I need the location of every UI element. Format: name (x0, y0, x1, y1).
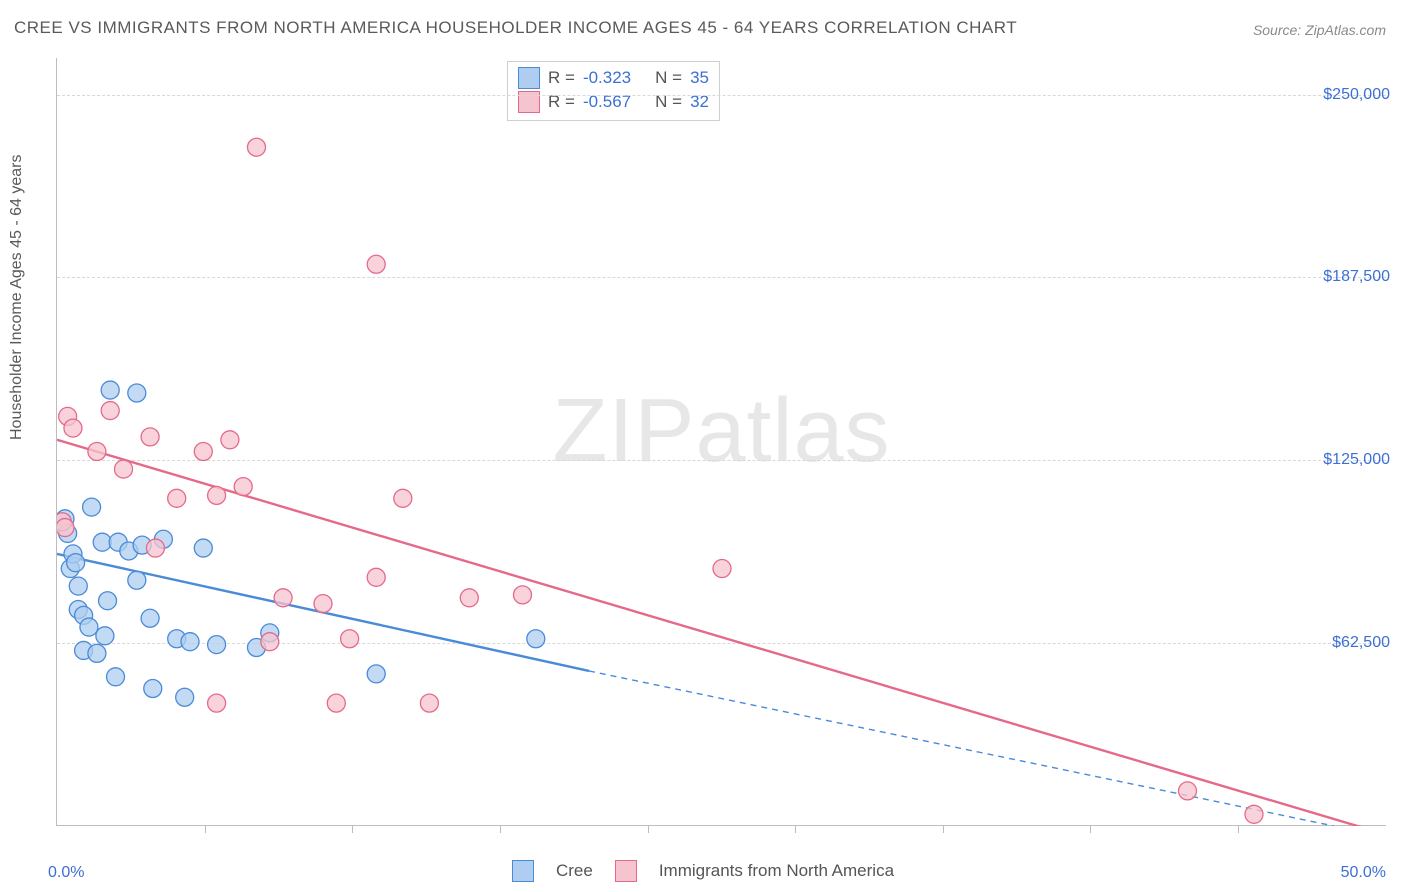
data-point (128, 384, 146, 402)
data-point (261, 633, 279, 651)
data-point (367, 255, 385, 273)
legend-label: Immigrants from North America (659, 861, 894, 881)
data-point (208, 694, 226, 712)
data-point (181, 633, 199, 651)
y-tick-label: $250,000 (1323, 86, 1390, 104)
data-point (248, 138, 266, 156)
x-tick (943, 825, 944, 833)
data-point (88, 443, 106, 461)
plot-svg (57, 58, 1387, 826)
data-point (99, 592, 117, 610)
data-point (194, 539, 212, 557)
regression-line (57, 440, 1387, 826)
x-tick (1090, 825, 1091, 833)
data-point (101, 381, 119, 399)
data-point (146, 539, 164, 557)
x-tick (648, 825, 649, 833)
regression-line-dashed (589, 671, 1334, 826)
x-tick (795, 825, 796, 833)
x-tick (1238, 825, 1239, 833)
data-point (460, 589, 478, 607)
data-point (80, 618, 98, 636)
y-tick-label: $187,500 (1323, 268, 1390, 286)
legend-swatch (615, 860, 637, 882)
data-point (527, 630, 545, 648)
x-tick (205, 825, 206, 833)
chart-title: CREE VS IMMIGRANTS FROM NORTH AMERICA HO… (14, 18, 1017, 38)
data-point (234, 478, 252, 496)
data-point (83, 498, 101, 516)
data-point (176, 688, 194, 706)
data-point (420, 694, 438, 712)
data-point (208, 636, 226, 654)
series-legend: Cree Immigrants from North America (0, 860, 1406, 882)
data-point (514, 586, 532, 604)
data-point (96, 627, 114, 645)
source-label: Source: ZipAtlas.com (1253, 22, 1386, 38)
data-point (1179, 782, 1197, 800)
data-point (144, 679, 162, 697)
data-point (69, 577, 87, 595)
data-point (713, 560, 731, 578)
x-tick (352, 825, 353, 833)
legend-swatch (512, 860, 534, 882)
y-axis-label: Householder Income Ages 45 - 64 years (8, 155, 26, 441)
data-point (194, 443, 212, 461)
x-tick (500, 825, 501, 833)
legend-label: Cree (556, 861, 593, 881)
data-point (57, 519, 74, 537)
data-point (88, 644, 106, 662)
data-point (101, 402, 119, 420)
data-point (274, 589, 292, 607)
data-point (367, 568, 385, 586)
data-point (115, 460, 133, 478)
data-point (64, 419, 82, 437)
data-point (208, 486, 226, 504)
data-point (107, 668, 125, 686)
data-point (367, 665, 385, 683)
data-point (327, 694, 345, 712)
y-tick-label: $62,500 (1332, 634, 1390, 652)
y-tick-label: $125,000 (1323, 451, 1390, 469)
data-point (221, 431, 239, 449)
data-point (128, 571, 146, 589)
data-point (141, 428, 159, 446)
data-point (341, 630, 359, 648)
data-point (1245, 805, 1263, 823)
data-point (394, 489, 412, 507)
data-point (168, 489, 186, 507)
data-point (314, 595, 332, 613)
data-point (93, 533, 111, 551)
chart-plot-area: ZIPatlas R =-0.323N =35R =-0.567N =32 (56, 58, 1386, 826)
data-point (141, 609, 159, 627)
data-point (67, 554, 85, 572)
